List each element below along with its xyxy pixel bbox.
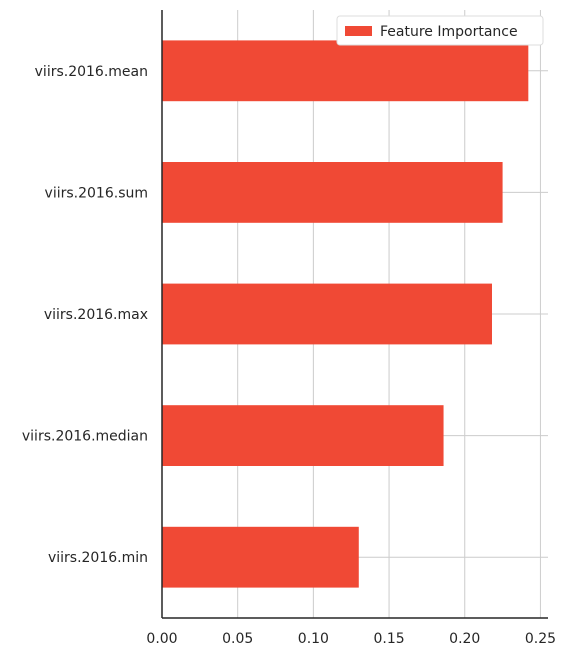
bar-viirs.2016.mean [162, 40, 528, 101]
y-tick-label: viirs.2016.sum [45, 185, 148, 201]
x-tick-label: 0.20 [449, 631, 480, 647]
x-tick-labels: 0.00 0.05 0.10 0.15 0.20 0.25 [146, 631, 556, 647]
x-tick-label: 0.00 [146, 631, 177, 647]
bar-viirs.2016.min [162, 527, 359, 588]
bar-viirs.2016.sum [162, 162, 503, 223]
x-tick-label: 0.25 [525, 631, 556, 647]
bars-layer [162, 40, 528, 587]
y-tick-labels: viirs.2016.mean viirs.2016.sum viirs.2016.… [22, 64, 148, 566]
x-tick-label: 0.05 [222, 631, 253, 647]
bar-viirs.2016.max [162, 284, 492, 345]
x-tick-label: 0.15 [373, 631, 404, 647]
y-tick-label: viirs.2016.max [44, 307, 148, 323]
y-tick-label: viirs.2016.mean [35, 64, 148, 80]
legend: Feature Importance [337, 16, 543, 45]
bar-viirs.2016.median [162, 405, 444, 466]
legend-swatch [345, 26, 372, 36]
legend-label: Feature Importance [380, 24, 518, 40]
x-tick-label: 0.10 [298, 631, 329, 647]
y-tick-label: viirs.2016.min [48, 550, 148, 566]
y-tick-label: viirs.2016.median [22, 429, 148, 445]
